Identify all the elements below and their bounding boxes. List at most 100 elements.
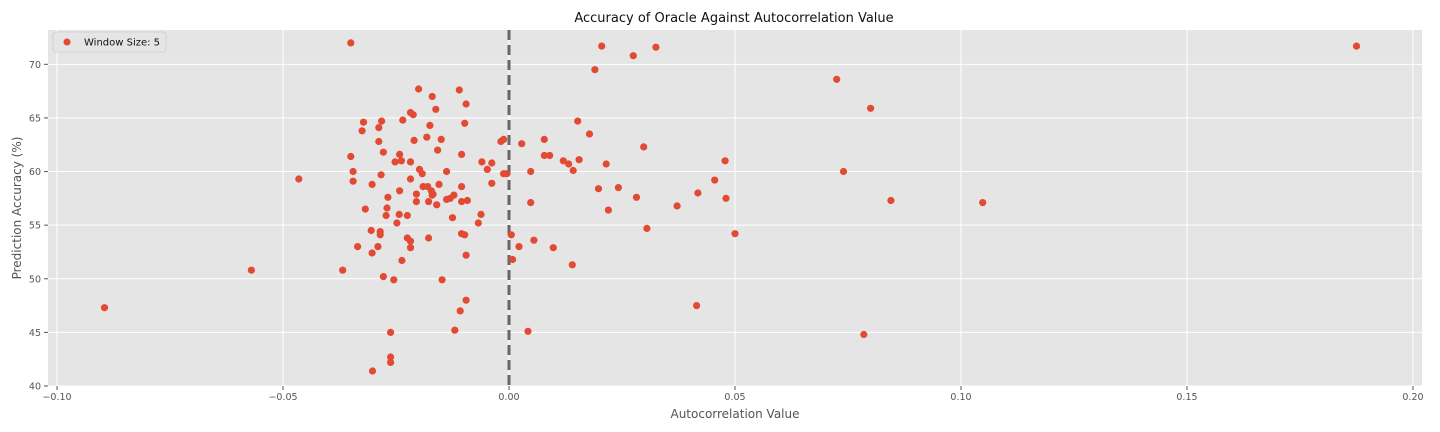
- data-point: [393, 219, 401, 227]
- y-tick-label: 70: [29, 60, 41, 71]
- data-point: [652, 43, 660, 51]
- data-point: [375, 137, 383, 146]
- data-point: [632, 193, 641, 201]
- y-tick-label: 55: [29, 221, 41, 232]
- legend: Window Size: 5: [52, 31, 167, 53]
- data-point: [483, 165, 491, 173]
- data-point: [721, 157, 729, 165]
- data-point: [598, 42, 606, 50]
- x-tick-labels: −0.10 −0.05 0.00 0.05 0.10 0.15 0.20: [42, 392, 1423, 403]
- data-point: [462, 296, 470, 304]
- chart-title: Accuracy of Oracle Against Autocorrelati…: [574, 11, 893, 26]
- data-point: [374, 243, 382, 251]
- data-point: [451, 326, 459, 334]
- data-point: [390, 276, 398, 284]
- data-point: [508, 255, 517, 264]
- data-point: [368, 249, 376, 257]
- data-point: [458, 150, 466, 158]
- data-point: [406, 244, 415, 252]
- data-point: [378, 117, 386, 125]
- data-point: [585, 130, 594, 138]
- data-point: [438, 276, 446, 284]
- data-point: [540, 151, 548, 160]
- x-tick-label: 0.15: [1176, 392, 1197, 403]
- data-point: [368, 180, 376, 188]
- data-point: [384, 193, 392, 201]
- data-point: [549, 244, 557, 252]
- data-point: [443, 167, 451, 176]
- data-point: [437, 135, 445, 143]
- data-point: [546, 151, 554, 160]
- y-axis-label: Prediction Accuracy (%): [10, 137, 24, 280]
- data-point: [406, 237, 415, 245]
- data-point: [382, 211, 390, 220]
- data-point: [396, 150, 404, 158]
- data-point: [428, 92, 436, 101]
- data-point: [673, 202, 681, 210]
- data-point: [602, 160, 610, 168]
- data-point: [412, 198, 420, 206]
- data-point: [722, 194, 730, 202]
- data-point: [395, 210, 403, 218]
- x-tick-label: 0.10: [950, 392, 971, 403]
- y-tick-label: 60: [29, 167, 41, 178]
- data-point: [412, 190, 420, 198]
- data-point: [375, 124, 383, 132]
- data-point: [425, 198, 433, 206]
- data-point: [391, 158, 399, 166]
- data-point: [397, 157, 405, 165]
- data-point: [594, 185, 603, 193]
- data-point: [423, 133, 431, 141]
- data-point: [456, 307, 464, 315]
- data-point: [530, 236, 538, 244]
- data-point: [387, 358, 395, 366]
- legend-marker: [63, 38, 71, 46]
- data-point: [376, 231, 384, 239]
- data-point: [474, 219, 482, 227]
- data-point: [425, 234, 433, 242]
- data-point: [569, 166, 577, 175]
- data-point: [398, 256, 406, 265]
- data-point: [488, 159, 496, 167]
- data-point: [979, 199, 987, 207]
- data-point: [540, 135, 548, 143]
- data-point: [839, 167, 848, 176]
- data-point: [418, 170, 426, 178]
- axis-ticks: [44, 63, 1414, 390]
- data-point: [527, 167, 535, 176]
- data-point: [359, 118, 368, 126]
- grid-lines: [48, 30, 1422, 387]
- data-point: [731, 230, 739, 238]
- data-point: [1352, 42, 1361, 50]
- data-point: [383, 204, 391, 212]
- data-point: [604, 206, 613, 214]
- data-point: [458, 198, 466, 206]
- legend-label: Window Size: 5: [84, 38, 160, 49]
- data-points: [100, 39, 1361, 375]
- data-point: [575, 156, 583, 164]
- data-point: [368, 367, 377, 375]
- data-point: [515, 243, 523, 251]
- data-point: [568, 261, 576, 269]
- data-point: [565, 160, 573, 168]
- legend-box: [52, 31, 167, 53]
- data-point: [379, 148, 387, 156]
- data-point: [349, 167, 357, 176]
- data-point: [410, 136, 418, 144]
- y-tick-label: 50: [29, 274, 41, 285]
- data-point: [377, 171, 385, 179]
- data-point: [711, 176, 719, 184]
- x-tick-label: 0.20: [1402, 392, 1423, 403]
- data-point: [426, 121, 434, 129]
- data-point: [387, 353, 395, 361]
- data-point: [694, 189, 702, 197]
- data-point: [591, 66, 599, 74]
- data-point: [434, 146, 442, 154]
- data-point: [488, 179, 496, 187]
- data-point: [247, 266, 255, 274]
- data-point: [450, 191, 458, 199]
- y-tick-label: 65: [29, 113, 41, 124]
- data-point: [347, 39, 355, 47]
- data-point: [507, 231, 515, 239]
- data-point: [399, 116, 407, 124]
